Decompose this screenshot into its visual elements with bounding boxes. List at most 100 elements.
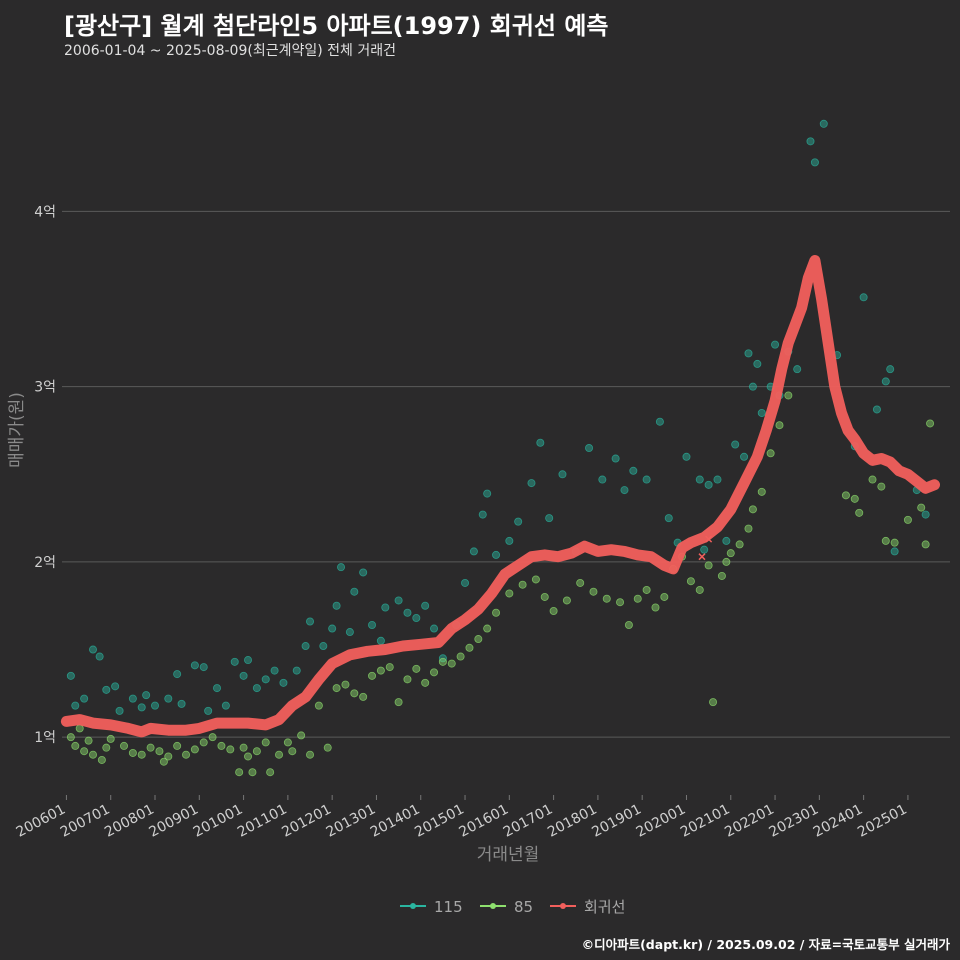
data-point-85 [726, 549, 735, 558]
data-point-85 [549, 606, 558, 615]
data-point-115 [213, 684, 222, 693]
data-point-115 [230, 657, 239, 666]
data-point-85 [717, 571, 726, 580]
data-point-115 [177, 699, 186, 708]
data-point-85 [881, 536, 890, 545]
regression-line [60, 255, 940, 738]
data-point-115 [95, 652, 104, 661]
data-point-115 [164, 694, 173, 703]
data-point-115 [620, 486, 629, 495]
data-point-115 [142, 691, 151, 700]
data-point-85 [651, 603, 660, 612]
data-point-115 [151, 701, 160, 710]
data-point-85 [926, 419, 935, 428]
data-point-115 [359, 568, 368, 577]
data-point-85 [465, 643, 474, 652]
data-point-85 [616, 598, 625, 607]
data-point-85 [332, 684, 341, 693]
data-point-85 [226, 745, 235, 754]
x-tick-label: 201501 [412, 801, 467, 840]
data-point-85 [757, 487, 766, 496]
data-point-115 [642, 475, 651, 484]
data-point-85 [341, 680, 350, 689]
data-point-115 [328, 624, 337, 633]
legend-label: 85 [514, 898, 533, 916]
legend-item-115: 115 [400, 898, 463, 916]
data-point-85 [190, 745, 199, 754]
data-point-115 [704, 480, 713, 489]
chart-subtitle: 2006-01-04 ~ 2025-08-09(최근계약일) 전체 거래건 [64, 43, 396, 59]
x-tick-label: 202101 [678, 801, 733, 840]
data-point-115 [337, 563, 346, 572]
data-point-115 [744, 349, 753, 358]
data-point-115 [585, 444, 594, 453]
regression-marker [705, 535, 713, 543]
data-point-85 [921, 540, 930, 549]
data-point-85 [890, 538, 899, 547]
data-point-115 [731, 440, 740, 449]
data-point-115 [872, 405, 881, 414]
data-point-85 [903, 515, 912, 524]
data-point-85 [248, 768, 257, 777]
data-point-85 [660, 592, 669, 601]
data-point-85 [744, 524, 753, 533]
data-point-115 [190, 661, 199, 670]
data-point-115 [430, 624, 439, 633]
legend-label: 115 [434, 898, 463, 916]
data-point-85 [686, 577, 695, 586]
data-point-115 [221, 701, 230, 710]
data-point-85 [306, 750, 315, 759]
data-point-85 [146, 743, 155, 752]
data-point-85 [97, 755, 106, 764]
data-point-85 [709, 698, 718, 707]
x-tick-label: 201101 [235, 801, 290, 840]
x-axis: 2006012007012008012009012010012011012012… [14, 795, 910, 841]
data-point-85 [235, 768, 244, 777]
data-point-115 [536, 438, 545, 447]
data-point-85 [589, 587, 598, 596]
x-tick-label: 200801 [102, 801, 157, 840]
data-point-115 [80, 694, 89, 703]
data-point-115 [753, 359, 762, 368]
data-point-115 [469, 547, 478, 556]
data-point-115 [478, 510, 487, 519]
data-point-85 [841, 491, 850, 500]
data-point-115 [345, 628, 354, 637]
data-point-85 [576, 578, 585, 587]
data-point-115 [695, 475, 704, 484]
data-point-85 [518, 580, 527, 589]
y-tick-label: 3억 [34, 380, 56, 396]
y-tick-label: 2억 [34, 555, 56, 571]
data-point-115 [819, 119, 828, 128]
data-point-85 [120, 741, 129, 750]
data-point-85 [66, 733, 75, 742]
x-tick-label: 202501 [855, 801, 910, 840]
data-point-85 [735, 540, 744, 549]
data-point-115 [771, 340, 780, 349]
data-point-115 [332, 601, 341, 610]
data-point-115 [261, 675, 270, 684]
data-point-85 [531, 575, 540, 584]
data-point-85 [368, 671, 377, 680]
data-point-85 [261, 738, 270, 747]
data-point-115 [66, 671, 75, 680]
data-point-85 [199, 738, 208, 747]
x-tick-label: 200601 [14, 801, 69, 840]
data-point-85 [483, 624, 492, 633]
data-point-115 [403, 608, 412, 617]
data-point-115 [128, 694, 137, 703]
data-point-115 [700, 545, 709, 554]
data-point-115 [204, 706, 213, 715]
data-point-115 [545, 514, 554, 523]
data-point-115 [270, 666, 279, 675]
regression-marker [698, 553, 706, 561]
data-point-115 [102, 685, 111, 694]
data-point-115 [89, 645, 98, 654]
data-point-85 [624, 621, 633, 630]
data-point-115 [412, 614, 421, 623]
data-point-85 [71, 741, 80, 750]
data-point-85 [159, 757, 168, 766]
x-tick-label: 201601 [456, 801, 511, 840]
data-point-85 [164, 752, 173, 761]
data-point-115 [757, 408, 766, 417]
